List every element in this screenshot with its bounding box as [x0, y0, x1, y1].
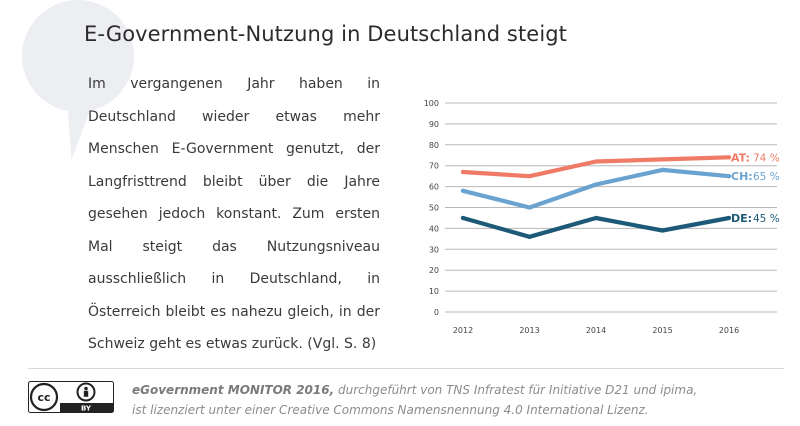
line-chart: 0 10 20 30 40 50 60 70 80 90 100 2012 2013 2014 2015 20… — [405, 92, 785, 346]
footer-divider — [28, 368, 784, 369]
y-tick-label: 50 — [429, 204, 439, 213]
x-tick-label: 2015 — [652, 326, 672, 335]
data-point-ch — [726, 174, 732, 179]
y-tick-label: 30 — [429, 245, 439, 254]
y-tick-label: 70 — [429, 162, 439, 171]
data-point-ch — [660, 167, 665, 172]
data-point-at — [593, 159, 599, 164]
page-title: E-Government-Nutzung in Deutschland stei… — [84, 22, 568, 46]
y-tick-label: 10 — [429, 287, 439, 296]
data-point-de — [460, 215, 466, 221]
series-label-at: AT: — [731, 151, 750, 164]
series-label-ch: CH: — [731, 170, 753, 183]
data-point-de — [660, 228, 665, 233]
footer-credit: eGovernment MONITOR 2016, durchgeführt v… — [132, 380, 697, 420]
x-tick-label: 2014 — [586, 326, 606, 335]
y-tick-label: 40 — [429, 224, 439, 233]
y-tick-label: 90 — [429, 120, 439, 129]
y-tick-label: 0 — [434, 308, 439, 317]
data-point-at — [726, 155, 732, 160]
x-tick-label: 2013 — [519, 326, 539, 335]
y-tick-label: 60 — [429, 183, 439, 192]
x-tick-label: 2012 — [453, 326, 473, 335]
y-tick-label: 80 — [429, 141, 439, 150]
footer-license: ist lizenziert unter einer Creative Comm… — [132, 403, 649, 417]
y-tick-label: 20 — [429, 266, 439, 275]
footer-source-bold: eGovernment MONITOR 2016, — [132, 383, 335, 397]
cc-icon — [29, 382, 59, 412]
series-label-de: DE: — [731, 212, 752, 225]
series-value-de: 45 % — [753, 213, 780, 225]
data-point-at — [460, 169, 466, 175]
body-paragraph: Im vergangenen Jahr haben in Deutschland… — [88, 76, 380, 352]
chart-svg: 0 10 20 30 40 50 60 70 80 90 100 2012 2013 2014 2015 20… — [424, 99, 780, 335]
data-point-at — [660, 157, 665, 162]
x-tick-label: 2016 — [719, 326, 739, 335]
data-point-ch — [460, 188, 466, 193]
data-point-de — [593, 215, 599, 221]
data-point-ch — [527, 205, 532, 210]
data-point-ch — [593, 182, 599, 187]
cc-by-license-badge[interactable]: cc BY — [28, 381, 114, 413]
by-label: BY — [81, 405, 92, 413]
data-point-de — [527, 234, 532, 239]
cc-icon-text: cc — [37, 391, 50, 404]
series-value-at: 74 % — [753, 152, 780, 164]
speech-bubble-decoration — [22, 0, 134, 112]
y-tick-label: 100 — [424, 99, 439, 108]
data-point-de — [726, 215, 732, 221]
data-point-at — [527, 174, 532, 179]
footer-source-rest: durchgeführt von TNS Infratest für Initi… — [334, 383, 698, 397]
series-line-de — [460, 215, 732, 239]
series-value-ch: 65 % — [753, 171, 780, 183]
